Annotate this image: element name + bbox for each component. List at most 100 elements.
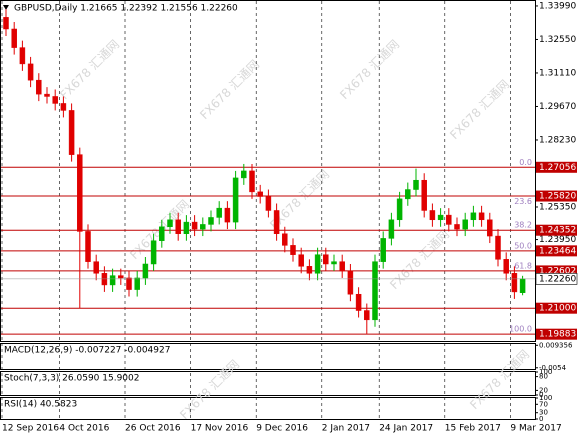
level-label: 1.24352: [539, 226, 576, 236]
candle-body: [216, 207, 222, 218]
panel-tick-label: 0.009356: [539, 341, 573, 349]
x-tick-label: 9 Dec 2016: [256, 424, 308, 434]
candle-body: [437, 214, 444, 221]
fib-label: 0.0: [519, 158, 532, 167]
panel-tick-label: 70: [539, 400, 548, 408]
level-box: [536, 328, 577, 340]
level-label: 1.19883: [539, 330, 576, 340]
panel-tick-label: 0: [539, 391, 543, 399]
candle-body: [60, 103, 67, 111]
candle-body: [487, 219, 493, 237]
candle-body: [241, 170, 247, 179]
candle-body: [109, 275, 116, 286]
main-frame: [0, 0, 536, 342]
level-box: [536, 224, 577, 236]
chart-title: GBPUSD,Daily 1.21665 1.22392 1.21556 1.2…: [14, 4, 238, 14]
x-tick-label: 12 Sep 2016: [2, 424, 59, 434]
y-tick-label: 1.33990: [539, 1, 576, 11]
candle-body: [68, 110, 75, 155]
candle-body: [413, 179, 419, 190]
title-arrow: [3, 5, 9, 10]
candle-body: [118, 275, 124, 279]
candle-body: [224, 207, 231, 223]
candle-body: [134, 277, 140, 290]
candle-body: [511, 273, 518, 293]
candle-body: [454, 224, 460, 230]
candle-body: [273, 210, 280, 234]
y-tick-label: 1.23950: [539, 235, 576, 245]
candle-body: [77, 154, 83, 232]
y-tick-label: 1.31110: [539, 68, 576, 78]
candle-body: [372, 261, 378, 321]
x-tick-label: 15 Feb 2017: [445, 424, 501, 434]
candle-body: [249, 170, 255, 193]
candle-body: [142, 263, 149, 279]
candle-body: [150, 240, 157, 265]
x-tick-label: 2 Jan 2017: [322, 424, 370, 434]
panel-label: RSI(14) 40.5823: [4, 400, 77, 410]
candle-body: [232, 177, 239, 223]
candle-body: [478, 212, 485, 221]
candle-body: [306, 266, 313, 274]
panel-frame: [0, 371, 536, 396]
candle-body: [52, 96, 58, 104]
level-box: [536, 190, 577, 202]
level-box: [536, 161, 577, 173]
candle-body: [503, 259, 509, 274]
candle-body: [347, 270, 354, 295]
y-tick-label: 1.29670: [539, 102, 576, 112]
candle-body: [183, 221, 190, 234]
y-tick-label: 1.25350: [539, 202, 576, 212]
x-tick-label: 17 Nov 2016: [191, 424, 249, 434]
y-tick-label: 1.32550: [539, 35, 576, 45]
panel-label: Stoch(7,3,3) 26.0590 15.9002: [4, 374, 139, 384]
candle-body: [446, 214, 452, 225]
fib-label: 61.8: [514, 261, 532, 270]
candle-body: [265, 196, 272, 211]
fib-label: 50.0: [514, 241, 532, 250]
candle-body: [339, 261, 345, 272]
candle-body: [388, 219, 395, 239]
candle-body: [495, 235, 501, 260]
panel-tick-label: 0: [539, 415, 543, 423]
candle-body: [257, 191, 263, 197]
x-tick-label: 26 Oct 2016: [125, 424, 181, 434]
level-box: [536, 265, 577, 277]
panel-label: MACD(12,26,9) -0.007227 -0.004927: [4, 346, 170, 356]
fib-label: 38.2: [514, 221, 532, 230]
candle-body: [93, 261, 99, 274]
candle-body: [159, 226, 165, 241]
panel-tick-label: 80: [539, 373, 548, 381]
level-label: 1.22602: [539, 266, 576, 276]
level-label: 1.27056: [539, 163, 576, 173]
candle-body: [36, 79, 42, 95]
candle-body: [462, 219, 468, 230]
candle-body: [44, 93, 50, 97]
candle-body: [126, 277, 132, 290]
candle-body: [208, 217, 214, 225]
current-price-box: [535, 273, 578, 285]
candle-body: [290, 245, 296, 255]
candle-body: [421, 179, 427, 211]
candle-body: [405, 189, 411, 200]
candle-body: [470, 212, 477, 221]
candle-body: [200, 224, 206, 230]
y-tick-label: 1.28230: [539, 135, 576, 145]
level-box: [536, 245, 577, 257]
fib-label: 100.0: [509, 325, 532, 334]
fib-label: 23.6: [514, 197, 532, 206]
candle-body: [19, 47, 26, 65]
candle-body: [323, 254, 329, 265]
panel-frame: [0, 397, 536, 420]
candle-body: [355, 293, 362, 311]
candle-body: [298, 254, 304, 267]
candle-body: [331, 261, 337, 265]
candle-body: [282, 233, 288, 246]
level-label: 1.21000: [539, 304, 576, 314]
panel-tick-label: 30: [539, 409, 548, 417]
candle-body: [191, 221, 198, 230]
candle-body: [3, 17, 9, 30]
level-box: [536, 302, 577, 314]
candle-body: [167, 219, 173, 228]
